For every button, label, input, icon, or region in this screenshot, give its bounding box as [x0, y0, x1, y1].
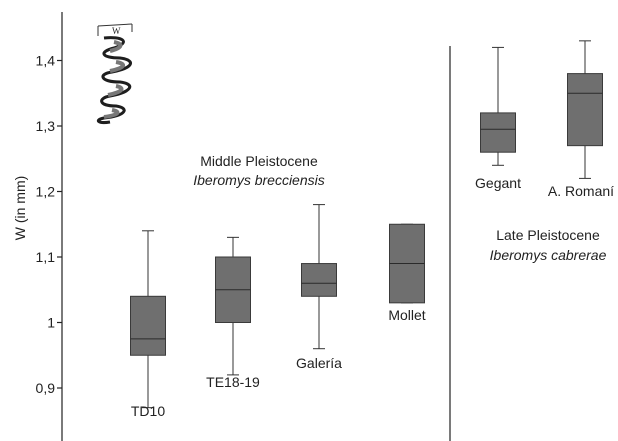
- molar-tooth-sketch-icon: W: [96, 23, 133, 124]
- y-tick-label: 1: [47, 315, 55, 331]
- category-label: A. Romaní: [548, 183, 614, 199]
- y-tick-label: 0,9: [36, 380, 56, 396]
- category-labels: TD10 TE18-19 Galería Mollet Gegant A. Romaní: [131, 175, 614, 419]
- box-iqr: [130, 295, 166, 356]
- box-series: [130, 40, 603, 409]
- y-tick-label: 1,4: [36, 53, 56, 69]
- box-a-roman-: [567, 40, 603, 179]
- category-label: Gegant: [475, 175, 521, 191]
- box-iqr: [567, 73, 603, 147]
- inset-w-label: W: [112, 26, 121, 36]
- box-iqr: [480, 112, 516, 153]
- group-title-middle: Middle Pleistocene: [200, 153, 318, 169]
- category-label: TD10: [131, 403, 165, 419]
- category-label: Mollet: [388, 307, 425, 323]
- group-species-middle: Iberomys brecciensis: [193, 172, 325, 188]
- group-species-late: Iberomys cabrerae: [490, 247, 607, 263]
- y-tick-label: 1,2: [36, 184, 56, 200]
- box-iqr: [301, 263, 337, 297]
- y-tick-label: 1,3: [36, 118, 56, 134]
- category-label: Galería: [296, 355, 342, 371]
- box-td10: [130, 230, 166, 409]
- box-mollet: [389, 223, 425, 304]
- y-ticks: 0,9 1 1,1 1,2 1,3 1,4: [36, 53, 62, 396]
- y-axis-label: W (in mm): [12, 176, 28, 241]
- box-te18-19: [215, 236, 251, 376]
- y-tick-label: 1,1: [36, 249, 56, 265]
- box-gegant: [480, 46, 516, 166]
- category-label: TE18-19: [206, 374, 260, 390]
- box-galer-a: [301, 204, 337, 350]
- group-title-late: Late Pleistocene: [496, 227, 600, 243]
